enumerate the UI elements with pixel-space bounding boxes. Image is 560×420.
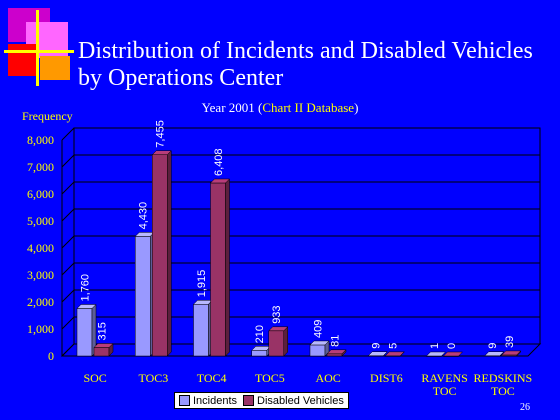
y-tick-label: 6,000: [27, 187, 54, 201]
plot-floor: [60, 343, 542, 357]
data-label-incidents: 1,760: [80, 274, 92, 302]
bar-side-disabled-vehicles: [225, 178, 230, 357]
data-label-disabled-vehicles: 6,408: [213, 148, 225, 176]
legend-swatch-incidents: [179, 395, 190, 406]
x-tick-label: DIST6: [370, 371, 403, 385]
logo: [4, 8, 74, 86]
gridline: [61, 235, 540, 249]
y-tick-label: 2,000: [27, 295, 54, 309]
gridline: [61, 154, 540, 168]
bar-side-disabled-vehicles: [341, 349, 347, 357]
bar-disabled-vehicles: [268, 330, 284, 357]
gridline: [61, 181, 540, 195]
gridline: [61, 208, 540, 222]
bar-incidents: [76, 308, 93, 357]
data-label-incidents: 4,430: [138, 202, 150, 230]
bar-side-incidents: [441, 351, 446, 357]
data-label-incidents: 1: [429, 343, 441, 349]
x-tick-label: TOC3: [138, 371, 168, 385]
page-number: 26: [520, 402, 530, 413]
data-label-incidents: 409: [313, 320, 325, 338]
legend-label-disabled-vehicles: Disabled Vehicles: [257, 394, 344, 407]
y-tick-label: 3,000: [27, 268, 54, 282]
x-tick-label: TOC: [433, 384, 457, 398]
x-tick-label: TOC: [491, 384, 515, 398]
data-label-disabled-vehicles: 0: [446, 343, 458, 349]
legend-swatch-disabled-vehicles: [243, 395, 255, 406]
x-tick-label: AOC: [315, 371, 340, 385]
title-line-2: by Operations Center: [78, 65, 284, 91]
subtitle-suffix: ): [354, 100, 359, 115]
gridline: [61, 289, 540, 303]
bar-incidents: [309, 344, 326, 357]
bar-side-disabled-vehicles: [167, 150, 172, 357]
data-label-incidents: 210: [254, 325, 266, 343]
page-title: Distribution of Incidents and Disabled V…: [78, 38, 556, 92]
bar-top-incidents: [425, 351, 447, 357]
data-label-incidents: 9: [371, 343, 383, 349]
subtitle-highlight: Chart II Database: [262, 100, 355, 115]
bar-side-disabled-vehicles: [400, 351, 405, 357]
y-tick-label: 5,000: [27, 214, 54, 228]
bar-incidents: [251, 350, 267, 357]
data-label-disabled-vehicles: 933: [271, 305, 283, 323]
bar-disabled-vehicles: [152, 154, 168, 357]
y-axis-depth: [61, 343, 75, 357]
y-tick-label: 8,000: [27, 133, 54, 147]
gridline: [61, 262, 540, 276]
title-line-1: Distribution of Incidents and Disabled V…: [78, 38, 533, 64]
y-tick-label: 7,000: [27, 160, 54, 174]
bar-side-incidents: [383, 351, 388, 357]
y-tick-label: 0: [48, 349, 54, 363]
chart-subtitle: Year 2001 (Chart II Database): [0, 100, 560, 116]
data-label-incidents: 1,915: [196, 270, 208, 298]
gridline: [61, 127, 540, 141]
bar-disabled-vehicles: [210, 182, 226, 357]
data-label-disabled-vehicles: 315: [97, 322, 109, 340]
bar-incidents: [135, 236, 151, 357]
bar-side-disabled-vehicles: [108, 342, 114, 357]
data-label-disabled-vehicles: 81: [330, 335, 342, 347]
x-tick-label: REDSKINS: [474, 371, 533, 385]
y-tick-label: 4,000: [27, 241, 54, 255]
bar-side-incidents: [499, 351, 504, 357]
x-tick-label: TOC5: [255, 371, 285, 385]
bar-side-disabled-vehicles: [458, 351, 463, 357]
legend: Incidents Disabled Vehicles: [174, 392, 349, 409]
legend-item-incidents: Incidents: [179, 395, 237, 407]
x-tick-label: RAVENS: [421, 371, 467, 385]
x-tick-label: SOC: [83, 371, 106, 385]
bar-top-disabled-vehicles: [384, 351, 405, 357]
y-axis-label: Frequency: [22, 109, 73, 123]
subtitle-prefix: Year 2001 (: [201, 100, 263, 115]
data-label-incidents: 9: [487, 343, 499, 349]
data-label-disabled-vehicles: 39: [504, 336, 516, 348]
legend-label-incidents: Incidents: [193, 394, 238, 407]
bar-side-disabled-vehicles: [516, 350, 521, 357]
gridline: [61, 316, 540, 330]
bar-disabled-vehicles: [326, 353, 343, 357]
bar-side-disabled-vehicles: [283, 326, 288, 357]
bar-top-disabled-vehicles: [442, 351, 464, 357]
data-label-disabled-vehicles: 7,455: [155, 120, 167, 148]
x-tick-label: TOC4: [197, 371, 227, 385]
data-label-disabled-vehicles: 5: [388, 343, 400, 349]
bar-disabled-vehicles: [93, 347, 110, 357]
bar-incidents: [193, 304, 209, 357]
legend-item-disabled-vehicles: Disabled Vehicles: [243, 395, 344, 407]
y-tick-label: 1,000: [27, 322, 54, 336]
